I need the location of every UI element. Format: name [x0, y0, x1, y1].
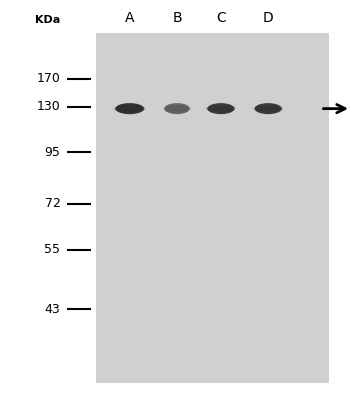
Text: 130: 130: [37, 100, 61, 113]
Ellipse shape: [114, 105, 146, 112]
Ellipse shape: [116, 103, 144, 114]
Ellipse shape: [208, 103, 234, 114]
Ellipse shape: [253, 105, 283, 112]
Text: C: C: [216, 11, 226, 25]
Text: 43: 43: [45, 303, 61, 316]
FancyBboxPatch shape: [96, 33, 329, 383]
Text: 170: 170: [37, 72, 61, 85]
Text: 55: 55: [44, 243, 61, 256]
Text: A: A: [125, 11, 134, 25]
Text: 72: 72: [44, 198, 61, 210]
Text: B: B: [172, 11, 182, 25]
Ellipse shape: [206, 105, 236, 112]
Text: KDa: KDa: [35, 15, 61, 25]
Text: 95: 95: [44, 146, 61, 159]
Text: D: D: [263, 11, 274, 25]
Ellipse shape: [163, 105, 191, 112]
Ellipse shape: [164, 103, 190, 114]
Ellipse shape: [255, 103, 282, 114]
